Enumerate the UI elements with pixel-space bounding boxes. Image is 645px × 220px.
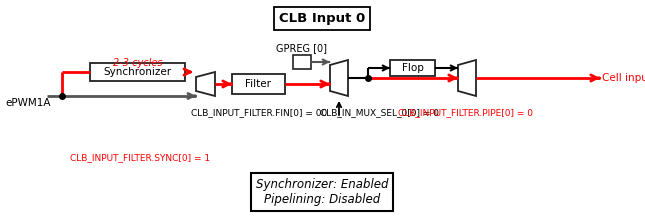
Text: CLB_IN_MUX_SEL_0[0] = 0: CLB_IN_MUX_SEL_0[0] = 0 [320,108,439,117]
Text: Synchronizer: Enabled
Pipelining: Disabled: Synchronizer: Enabled Pipelining: Disabl… [256,178,388,206]
Bar [90,63,185,81]
Text: CLB_INPUT_FILTER.PIPE[0] = 0: CLB_INPUT_FILTER.PIPE[0] = 0 [398,108,533,117]
Text: CLB Input 0: CLB Input 0 [279,12,365,25]
Text: Cell input [0]: Cell input [0] [602,73,645,83]
Text: GPREG [0]: GPREG [0] [277,43,328,53]
Text: Synchronizer: Synchronizer [103,67,172,77]
Text: CLB_INPUT_FILTER.FIN[0] = 00: CLB_INPUT_FILTER.FIN[0] = 00 [191,108,327,117]
Bar [232,74,285,94]
Text: ePWM1A: ePWM1A [5,98,50,108]
Text: CLB_INPUT_FILTER.SYNC[0] = 1: CLB_INPUT_FILTER.SYNC[0] = 1 [70,153,210,162]
Text: 2-3 cycles: 2-3 cycles [113,58,163,68]
Polygon shape [196,72,215,96]
Bar [293,55,311,69]
Text: Flop: Flop [402,63,423,73]
Polygon shape [330,60,348,96]
Polygon shape [458,60,476,96]
Bar [390,60,435,76]
Text: Filter: Filter [246,79,272,89]
